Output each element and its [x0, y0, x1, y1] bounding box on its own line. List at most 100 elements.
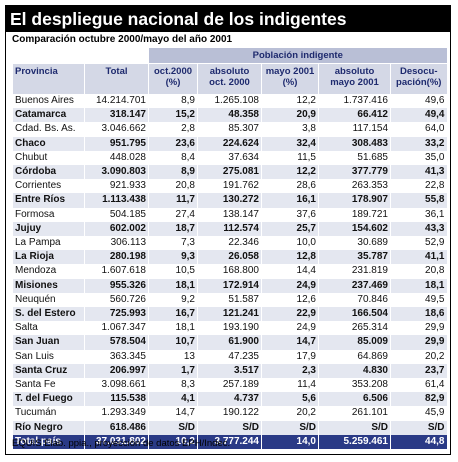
cell-desocupacion: 41,3 [390, 165, 447, 180]
cell-total: 448.028 [84, 150, 149, 166]
cell-abs-oct: 61.900 [197, 335, 262, 350]
cell-abs-may: 178.907 [318, 193, 391, 208]
table-row: La Pampa 306.113 7,3 22.346 10,0 30.689 52,9 [12, 236, 447, 251]
cell-oct-pct: 8,3 [148, 378, 198, 393]
cell-desocupacion: 36,1 [390, 207, 447, 222]
data-table-wrapper: Población indigente Provincia Total oct.… [12, 48, 447, 449]
cell-provincia: Córdoba [12, 165, 85, 180]
cell-total: 578.504 [84, 335, 149, 350]
table-row: San Luis 363.345 13 47.235 17,9 64.869 20,2 [12, 349, 447, 364]
cell-may-pct: 17,9 [261, 349, 319, 364]
cell-desocupacion: 22,8 [390, 179, 447, 194]
total-provincia: Total país [12, 434, 85, 449]
cell-oct-pct: 8,4 [148, 150, 198, 166]
cell-total: 280.198 [84, 250, 149, 265]
cell-oct-pct: 11,7 [148, 193, 198, 208]
cell-abs-may: 261.101 [318, 406, 391, 421]
cell-abs-oct: 37.634 [197, 150, 262, 166]
cell-may-pct: 14,7 [261, 335, 319, 350]
cell-may-pct: 24,9 [261, 321, 319, 336]
table-row: San Juan 578.504 10,7 61.900 14,7 85.009 29,9 [12, 335, 447, 350]
cell-provincia: Buenos Aires [12, 94, 85, 109]
table-row: Córdoba 3.090.803 8,9 275.081 12,2 377.779 41,… [12, 165, 447, 180]
cell-oct-pct: 8,9 [148, 165, 198, 180]
cell-abs-may: 166.504 [318, 307, 391, 322]
page-title: El despliegue nacional de los indigentes [6, 6, 450, 32]
cell-abs-may: 64.869 [318, 349, 391, 364]
table-row: Catamarca 318.147 15,2 48.358 20,9 66.412 49,4 [12, 108, 447, 123]
column-header-total: Total [84, 63, 149, 94]
column-header-desocupacion: Desocu-pación(%) [390, 63, 447, 94]
cell-oct-pct: 13 [148, 349, 198, 364]
total-may-pct: 14,0 [261, 434, 319, 449]
column-header-unit: oct. 2000 [209, 77, 250, 88]
cell-abs-may: 117.154 [318, 122, 391, 137]
cell-total: 115.538 [84, 392, 149, 407]
cell-provincia: Santa Cruz [12, 363, 85, 379]
column-header-may-pct: mayo 2001 (%) [261, 63, 319, 94]
table-row: Formosa 504.185 27,4 138.147 37,6 189.721 36,1 [12, 207, 447, 222]
cell-abs-oct: 47.235 [197, 349, 262, 364]
group-header: Población indigente [148, 48, 447, 64]
cell-provincia: Misiones [12, 278, 85, 293]
cell-provincia: Salta [12, 321, 85, 336]
cell-provincia: Chaco [12, 136, 85, 151]
indigence-table: Población indigente Provincia Total oct.… [12, 48, 447, 449]
cell-abs-may: 6.506 [318, 392, 391, 407]
table-row: La Rioja 280.198 9,3 26.058 12,8 35.787 41,1 [12, 250, 447, 265]
cell-abs-may: 265.314 [318, 321, 391, 336]
cell-provincia: Neuquén [12, 292, 85, 308]
cell-total: 1.607.618 [84, 264, 149, 279]
cell-desocupacion: 29,9 [390, 335, 447, 350]
cell-abs-may: S/D [318, 420, 391, 435]
table-row: S. del Estero 725.993 16,7 121.241 22,9 166.5… [12, 307, 447, 322]
total-row: Total país 37.031.802 10,2 3.777.244 14,… [12, 434, 447, 449]
cell-abs-may: 189.721 [318, 207, 391, 222]
cell-abs-oct: 275.081 [197, 165, 262, 180]
cell-abs-may: 308.483 [318, 136, 391, 151]
cell-total: 206.997 [84, 363, 149, 379]
cell-oct-pct: 23,6 [148, 136, 198, 151]
cell-abs-oct: 193.190 [197, 321, 262, 336]
cell-provincia: Cdad. Bs. As. [12, 122, 85, 137]
cell-abs-oct: 26.058 [197, 250, 262, 265]
cell-desocupacion: 49,6 [390, 94, 447, 109]
cell-total: 14.214.701 [84, 94, 149, 109]
cell-may-pct: 2,3 [261, 363, 319, 379]
cell-provincia: S. del Estero [12, 307, 85, 322]
subtitle: Comparación octubre 2000/mayo del año 20… [12, 34, 233, 45]
table-row: Misiones 955.326 18,1 172.914 24,9 237.469 18,… [12, 278, 447, 293]
cell-oct-pct: S/D [148, 420, 198, 435]
table-row: Buenos Aires 14.214.701 8,9 1.265.108 12,2 1.… [12, 94, 447, 109]
cell-oct-pct: 14,7 [148, 406, 198, 421]
cell-may-pct: 20,9 [261, 108, 319, 123]
cell-abs-oct: 138.147 [197, 207, 262, 222]
cell-provincia: San Juan [12, 335, 85, 350]
table-row: Santa Cruz 206.997 1,7 3.517 2,3 4.830 23,7 [12, 363, 447, 379]
column-header-label: oct.2000 [153, 66, 193, 77]
table-row: Salta 1.067.347 18,1 193.190 24,9 265.314 29,9 [12, 321, 447, 336]
cell-may-pct: 16,1 [261, 193, 319, 208]
total-abs-may: 5.259.461 [318, 434, 391, 449]
column-header-unit: (%) [282, 77, 298, 88]
cell-abs-oct: S/D [197, 420, 262, 435]
cell-abs-oct: 1.265.108 [197, 94, 262, 109]
total-desocupacion: 44,8 [390, 434, 447, 449]
column-header-abs-oct: absoluto oct. 2000 [197, 63, 262, 94]
infographic-frame: El despliegue nacional de los indigentes… [5, 5, 451, 455]
cell-provincia: Jujuy [12, 221, 85, 237]
cell-total: 955.326 [84, 278, 149, 293]
cell-desocupacion: 49,5 [390, 292, 447, 308]
cell-may-pct: 11,4 [261, 378, 319, 393]
cell-provincia: Entre Ríos [12, 193, 85, 208]
cell-provincia: Catamarca [12, 108, 85, 123]
table-row: Neuquén 560.726 9,2 51.587 12,6 70.846 49,5 [12, 292, 447, 308]
column-header-unit: (%) [165, 77, 181, 88]
cell-abs-oct: 51.587 [197, 292, 262, 308]
cell-provincia: Río Negro [12, 420, 85, 435]
cell-oct-pct: 9,2 [148, 292, 198, 308]
cell-oct-pct: 7,3 [148, 236, 198, 251]
cell-may-pct: 32,4 [261, 136, 319, 151]
table-row: Río Negro 618.486 S/D S/D S/D S/D S/D [12, 420, 447, 435]
cell-total: 318.147 [84, 108, 149, 123]
